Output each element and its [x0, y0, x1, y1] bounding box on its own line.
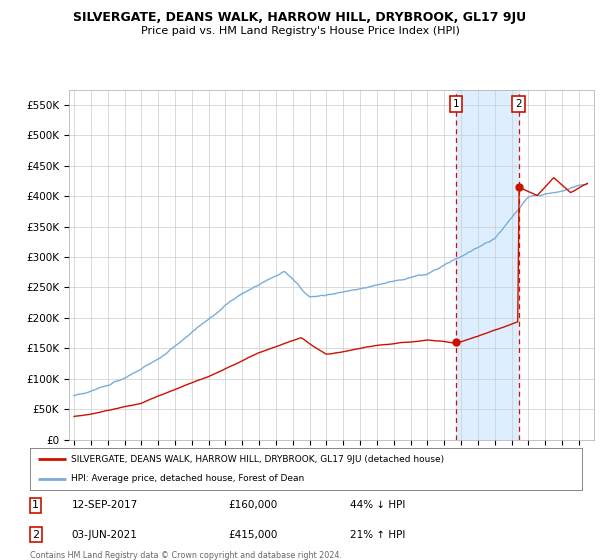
- Text: Price paid vs. HM Land Registry's House Price Index (HPI): Price paid vs. HM Land Registry's House …: [140, 26, 460, 36]
- Text: Contains HM Land Registry data © Crown copyright and database right 2024.
This d: Contains HM Land Registry data © Crown c…: [30, 551, 342, 560]
- Text: SILVERGATE, DEANS WALK, HARROW HILL, DRYBROOK, GL17 9JU: SILVERGATE, DEANS WALK, HARROW HILL, DRY…: [73, 11, 527, 24]
- Text: 44% ↓ HPI: 44% ↓ HPI: [350, 500, 406, 510]
- Text: 03-JUN-2021: 03-JUN-2021: [71, 530, 137, 540]
- Text: £415,000: £415,000: [229, 530, 278, 540]
- Text: 2: 2: [515, 99, 522, 109]
- Text: 2: 2: [32, 530, 39, 540]
- Text: 12-SEP-2017: 12-SEP-2017: [71, 500, 137, 510]
- Text: SILVERGATE, DEANS WALK, HARROW HILL, DRYBROOK, GL17 9JU (detached house): SILVERGATE, DEANS WALK, HARROW HILL, DRY…: [71, 455, 445, 464]
- Bar: [456, 90, 518, 440]
- Text: 21% ↑ HPI: 21% ↑ HPI: [350, 530, 406, 540]
- Text: £160,000: £160,000: [229, 500, 278, 510]
- Text: 1: 1: [32, 500, 39, 510]
- Text: HPI: Average price, detached house, Forest of Dean: HPI: Average price, detached house, Fore…: [71, 474, 305, 483]
- Text: 1: 1: [453, 99, 460, 109]
